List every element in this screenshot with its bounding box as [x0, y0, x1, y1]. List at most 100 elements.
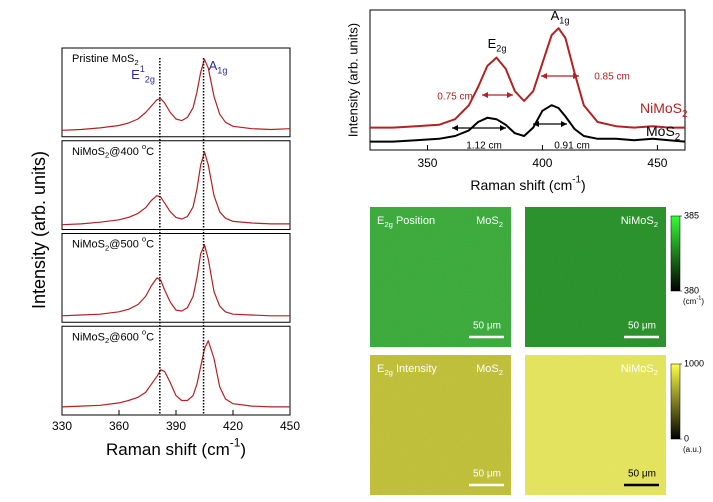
text-part: MoS	[646, 123, 675, 139]
arrow-head	[507, 92, 513, 98]
panel-label: NiMoS2@400 oC	[72, 142, 154, 160]
text-part: E	[377, 215, 384, 227]
map-noise	[525, 355, 666, 495]
text-part: MoS	[476, 363, 499, 375]
arrow-head	[573, 73, 579, 79]
annotation: A1g	[551, 8, 570, 25]
colorbar-unit: (cm-1)	[683, 296, 704, 306]
text-part: NiMoS	[72, 146, 105, 158]
text-part: 1	[140, 65, 145, 75]
colorbar-tick-label: 1000	[684, 358, 704, 368]
x-tick-label: 450	[280, 419, 300, 433]
text-part: Position	[393, 215, 435, 227]
x-tick-label: 330	[52, 419, 72, 433]
text-part: )	[701, 297, 704, 306]
series-label: MoS2	[646, 123, 680, 143]
colorbar	[670, 363, 681, 440]
text-part: NiMoS	[640, 100, 682, 116]
text-part: E	[131, 67, 140, 82]
sample-label: MoS2	[476, 363, 503, 377]
text-part: -1	[572, 174, 581, 185]
text-part: @400	[109, 146, 142, 158]
text-part: 2	[654, 368, 658, 377]
text-part: 2	[499, 368, 503, 377]
spectrum	[61, 340, 290, 408]
text-part: 2g	[145, 75, 155, 85]
y-axis-title: Intensity (arb. units)	[29, 151, 49, 309]
arrow-head	[533, 121, 539, 127]
spectrum	[61, 244, 290, 317]
panel-frame	[61, 140, 291, 230]
text-part: 2	[105, 243, 109, 252]
panel-label: NiMoS2@600 oC	[72, 327, 154, 345]
text-part: NiMoS	[72, 331, 105, 343]
sample-label: NiMoS2	[621, 215, 658, 229]
text-part: Pristine MoS	[72, 53, 134, 65]
y-axis-title: Intensity (arb. units)	[345, 23, 360, 137]
x-tick-label: 450	[647, 156, 667, 170]
annotation: 0.91 cm	[554, 141, 590, 152]
text-part: @500	[109, 238, 142, 250]
arrow-head	[482, 92, 488, 98]
text-part: C	[146, 238, 154, 250]
annotation: 0.85 cm	[594, 72, 630, 83]
text-part: A	[551, 8, 560, 23]
text-part: 2	[682, 108, 687, 119]
text-part: (cm	[683, 297, 697, 306]
x-axis-title: Raman shift (cm-1)	[470, 174, 585, 192]
text-part: C	[146, 331, 154, 343]
plot-frame	[369, 9, 686, 151]
colorbar-tick-label: 0	[684, 433, 689, 443]
text-part: 2g	[384, 220, 393, 229]
text-part: E	[377, 363, 384, 375]
spectrum	[370, 104, 686, 143]
text-part: NiMoS	[621, 363, 654, 375]
text-part: 2	[654, 220, 658, 229]
colorbar-tick-label: 380	[684, 285, 699, 295]
scale-bar-label: 50 μm	[628, 321, 656, 332]
text-part: A	[209, 58, 218, 73]
map-noise	[525, 207, 666, 347]
text-part: 2	[499, 220, 503, 229]
text-part: o	[142, 142, 146, 151]
x-tick-label: 360	[109, 419, 129, 433]
sample-label: MoS2	[476, 215, 503, 229]
text-part: -1	[696, 296, 701, 302]
colorbar	[670, 215, 681, 292]
text-part: )	[581, 177, 586, 193]
text-part: 2	[105, 336, 109, 345]
series-label: NiMoS2	[640, 100, 687, 120]
text-part: 1g	[559, 16, 569, 26]
peak-label: A1g	[209, 58, 228, 75]
sample-label: NiMoS2	[621, 363, 658, 377]
peak-label: E12g	[131, 65, 155, 85]
text-part: 1g	[217, 66, 227, 76]
text-part: E	[488, 36, 497, 51]
map-title: E2g Position	[377, 215, 435, 229]
arrow-head	[500, 125, 506, 131]
text-part: NiMoS	[72, 238, 105, 250]
map-title: E2g Intensity	[377, 363, 437, 377]
text-part: Intensity	[393, 363, 438, 375]
text-part: o	[142, 235, 146, 244]
text-part: 2g	[384, 368, 393, 377]
text-part: @600	[109, 331, 142, 343]
text-part: Raman shift (cm	[470, 177, 572, 193]
annotation: E2g	[488, 36, 507, 53]
text-part: 2	[105, 151, 109, 160]
scale-bar-label: 50 μm	[628, 469, 656, 480]
x-axis-title: Raman shift (cm-1)	[106, 435, 246, 459]
arrow-head	[561, 121, 567, 127]
colorbar-unit: (a.u.)	[683, 445, 702, 454]
text-part: 2	[675, 131, 680, 142]
panel-label: Pristine MoS2	[72, 53, 139, 67]
arrow-head	[541, 73, 547, 79]
x-tick-label: 420	[223, 419, 243, 433]
spectrum	[61, 58, 291, 131]
spectrum	[370, 27, 685, 129]
map-noise	[370, 207, 511, 347]
text-part: MoS	[476, 215, 499, 227]
spectrum	[61, 151, 290, 226]
map-noise	[370, 355, 511, 495]
